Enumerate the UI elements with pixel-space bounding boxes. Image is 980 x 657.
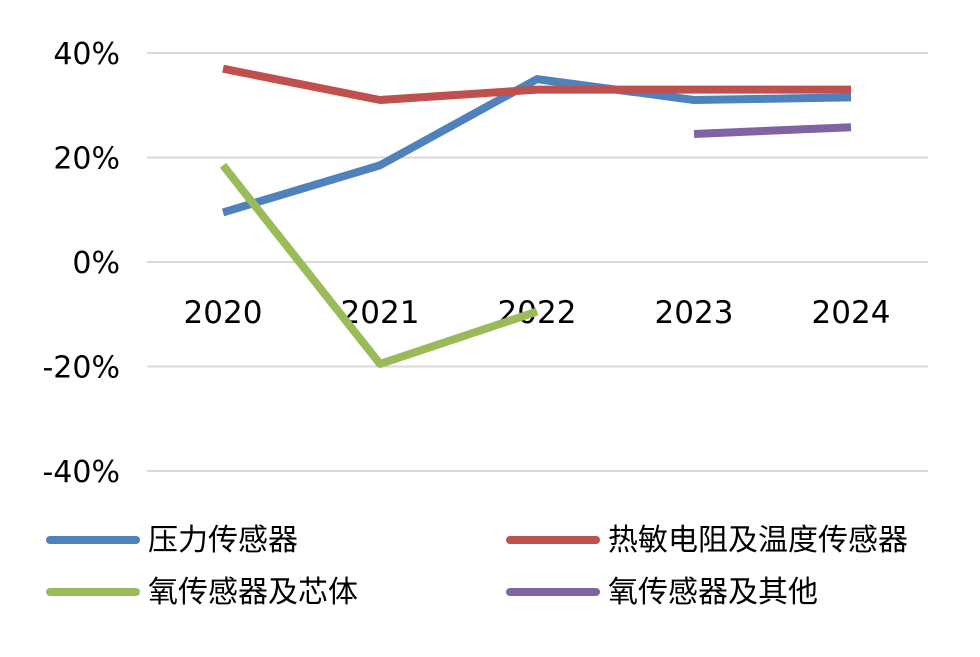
series-lines — [219, 64, 852, 368]
series-line — [222, 64, 851, 104]
gridlines — [147, 52, 928, 472]
legend-label: 热敏电阻及温度传感器 — [608, 523, 908, 558]
y-tick-label: 40% — [53, 37, 120, 72]
y-tick-label: -20% — [42, 351, 120, 386]
legend-item: 氧传感器及芯体 — [46, 575, 358, 610]
legend-label: 氧传感器及其他 — [608, 575, 818, 610]
y-tick-label: 20% — [53, 142, 120, 177]
legend-label: 压力传感器 — [148, 523, 298, 558]
legend-label: 氧传感器及芯体 — [148, 575, 358, 610]
series-line — [693, 123, 852, 138]
series-line — [219, 162, 539, 368]
x-tick-label: 2020 — [184, 295, 263, 331]
legend-item: 压力传感器 — [46, 523, 298, 558]
y-axis-ticks: 40% 20% 0% -20% -40% — [42, 37, 120, 490]
x-tick-label: 2023 — [655, 295, 734, 331]
y-tick-label: 0% — [72, 246, 120, 281]
y-tick-label: -40% — [42, 455, 120, 490]
legend-item: 热敏电阻及温度传感器 — [506, 523, 908, 558]
x-tick-label: 2024 — [812, 295, 891, 331]
series-line — [221, 75, 852, 217]
legend-item: 氧传感器及其他 — [506, 575, 818, 610]
